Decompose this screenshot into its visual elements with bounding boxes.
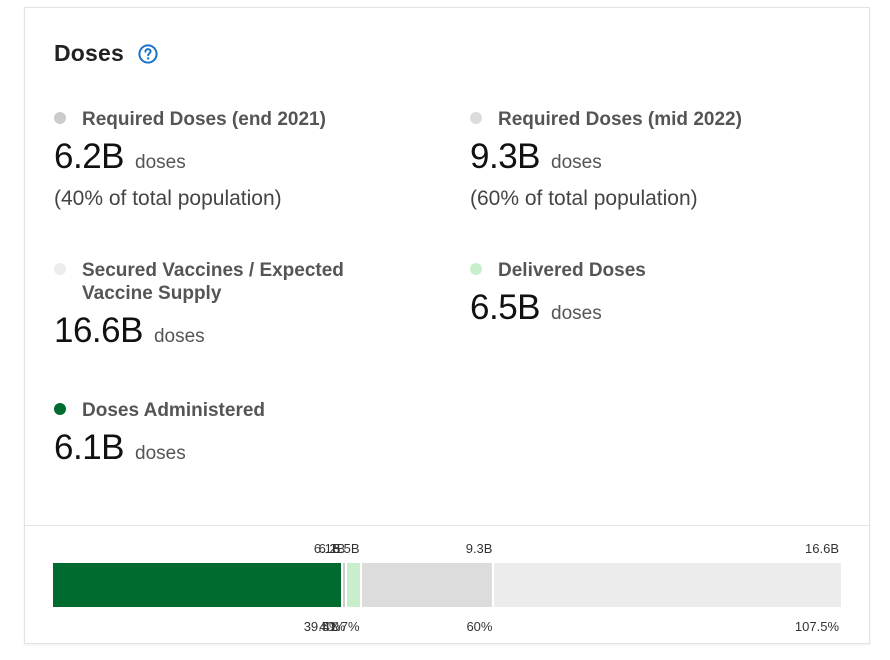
metric-unit: doses: [551, 303, 602, 324]
card-title: Doses: [54, 40, 125, 66]
legend-dot: [54, 112, 66, 124]
metric-label: Required Doses (end 2021): [82, 109, 326, 130]
bar-segment-required-mid-2022: [361, 563, 495, 607]
metric-value: 6.1B: [54, 428, 125, 467]
metric-required-end-2021: Required Doses (end 2021) 6.2B doses (40…: [54, 108, 326, 211]
metric-label-line-2: Vaccine Supply: [82, 283, 222, 304]
metric-unit: doses: [135, 152, 186, 173]
bar-segment-secured-vaccines: [494, 563, 841, 607]
bar-percent-label: 39.5%: [303, 619, 341, 634]
metric-label: Required Doses (mid 2022): [498, 109, 742, 130]
legend-dot: [54, 263, 66, 275]
card-divider: [25, 525, 869, 526]
legend-dot: [54, 403, 66, 415]
doses-progress-bar: 6.1B 6.2B 6.5B 9.3B 16.6B 39.5% 40% 41.7% 60% 10…: [53, 536, 841, 636]
bar-percent-label: 41.7%: [322, 619, 360, 634]
legend-dot: [470, 112, 482, 124]
bar-labels-bottom: 39.5% 40% 41.7% 60% 107.5%: [53, 619, 841, 635]
bar-labels-top: 6.1B 6.2B 6.5B 9.3B 16.6B: [53, 541, 841, 557]
metric-unit: doses: [135, 443, 186, 464]
metric-subtext: (60% of total population): [470, 187, 698, 210]
metric-required-mid-2022: Required Doses (mid 2022) 9.3B doses (60…: [470, 108, 742, 211]
doses-card: Doses Required Doses (end 2021) 6.2B dos…: [24, 7, 870, 644]
bar-track: [53, 563, 841, 607]
metric-value: 6.5B: [470, 288, 541, 327]
metric-label: Doses Administered: [82, 400, 266, 421]
bar-value-label: 6.5B: [332, 541, 360, 556]
bar-segment-doses-administered: [53, 563, 343, 607]
card-header: Doses: [54, 40, 158, 67]
bar-segment-required-end-2021: [342, 563, 348, 607]
metric-doses-administered: Doses Administered 6.1B doses: [54, 399, 265, 468]
metric-unit: doses: [551, 152, 602, 173]
bar-value-label: 16.6B: [805, 541, 839, 556]
metric-label-line-1: Secured Vaccines / Expected: [82, 260, 344, 281]
metric-subtext: (40% of total population): [54, 187, 282, 210]
bar-percent-label: 60%: [466, 619, 493, 634]
metric-unit: doses: [153, 326, 205, 347]
metric-value: 16.6B: [54, 311, 143, 350]
bar-value-label: 6.1B: [313, 541, 341, 556]
bar-segment-delivered-doses: [347, 563, 362, 607]
metric-value: 9.3B: [470, 137, 541, 176]
legend-dot: [470, 263, 482, 275]
bar-percent-label: 107.5%: [794, 619, 839, 634]
bar-percent-label: 40%: [319, 619, 346, 634]
bar-value-label: 6.2B: [318, 541, 346, 556]
metric-value: 6.2B: [54, 137, 125, 176]
metric-label: Secured Vaccines / Expected Vaccine Supp…: [82, 259, 344, 305]
bar-value-label: 9.3B: [465, 541, 493, 556]
help-circle-icon[interactable]: [138, 43, 158, 64]
metric-secured-vaccines: Secured Vaccines / Expected Vaccine Supp…: [54, 259, 344, 351]
metric-label: Delivered Doses: [498, 260, 646, 281]
metric-delivered-doses: Delivered Doses 6.5B doses: [470, 259, 646, 328]
